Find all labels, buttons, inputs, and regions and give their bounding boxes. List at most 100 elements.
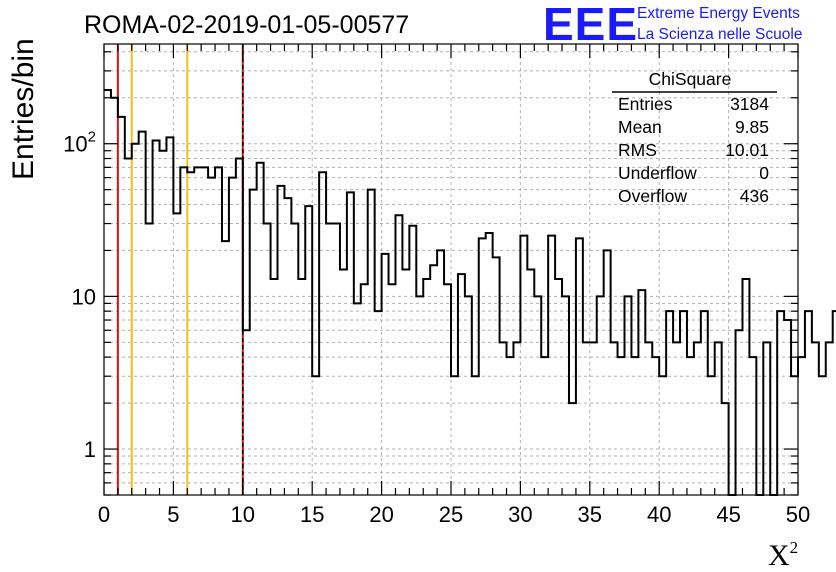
histogram-bin xyxy=(187,172,194,495)
x-axis-label-base: X xyxy=(768,539,790,572)
histogram-bin xyxy=(749,357,756,495)
histogram-bin xyxy=(423,279,430,495)
histogram-bin xyxy=(784,320,791,495)
histogram-bin xyxy=(625,296,632,495)
histogram-bin xyxy=(333,224,340,495)
y-tick-label: 1 xyxy=(84,437,96,462)
histogram-bin xyxy=(513,342,520,495)
histogram-bin xyxy=(389,284,396,495)
histogram-bin xyxy=(451,376,458,495)
chart-title: ROMA-02-2019-01-05-00577 xyxy=(84,11,409,39)
histogram-bin xyxy=(395,215,402,495)
histogram-bin xyxy=(638,290,645,495)
histogram-bin xyxy=(382,254,389,495)
histogram-bin xyxy=(236,159,243,495)
eee-logo: EEE Extreme Energy Events La Scienza nel… xyxy=(543,0,802,50)
x-tick-label: 50 xyxy=(786,502,810,527)
histogram-bin xyxy=(146,224,153,495)
histogram-bin xyxy=(673,342,680,495)
stats-box: ChiSquare Entries 3184 Mean 9.85 RMS 10.… xyxy=(612,69,777,206)
histogram-bin xyxy=(444,284,451,495)
histogram-bin xyxy=(590,342,597,495)
x-tick-label: 45 xyxy=(716,502,740,527)
histogram-bin xyxy=(458,274,465,495)
histogram-bin xyxy=(791,376,798,495)
x-tick-label: 5 xyxy=(167,502,179,527)
histogram-bin xyxy=(326,224,333,495)
stats-value-overflow: 436 xyxy=(740,186,769,206)
histogram-bin xyxy=(173,213,180,495)
histogram-bin xyxy=(736,330,743,495)
histogram-bin xyxy=(541,357,548,495)
stats-label-overflow: Overflow xyxy=(618,186,687,206)
histogram-bin xyxy=(645,342,652,495)
histogram-bin xyxy=(798,357,805,495)
stats-value-mean: 9.85 xyxy=(735,117,769,137)
histogram-bin xyxy=(291,224,298,495)
histogram-bin xyxy=(375,311,382,495)
histogram-bin xyxy=(125,159,132,495)
histogram-bin xyxy=(465,296,472,495)
histogram-bin xyxy=(611,342,618,495)
histogram-bin xyxy=(416,296,423,495)
histogram-bin xyxy=(507,357,514,495)
histogram-bin xyxy=(180,167,187,495)
histogram-bin xyxy=(215,167,222,495)
eee-logo-mark: EEE xyxy=(543,0,638,50)
histogram-bin xyxy=(194,167,201,495)
histogram-bin xyxy=(680,311,687,495)
histogram-bin xyxy=(257,163,264,495)
histogram-bin xyxy=(659,376,666,495)
histogram-bin xyxy=(652,357,659,495)
histogram-bin xyxy=(284,198,291,495)
histogram-bin xyxy=(409,226,416,495)
histogram-bin xyxy=(777,311,784,495)
stats-label-mean: Mean xyxy=(618,117,662,137)
histogram-bin xyxy=(819,376,826,495)
y-axis-label: Entries/bin xyxy=(7,38,40,180)
y-tick-label: 102 xyxy=(63,129,96,157)
histogram-bin xyxy=(305,206,312,495)
histogram-bin xyxy=(250,190,257,495)
y-tick-labels: 1 10 102 xyxy=(63,129,96,462)
stats-label-underflow: Underflow xyxy=(618,163,697,183)
axis-ticks xyxy=(103,44,799,496)
histogram-bin xyxy=(437,250,444,495)
histogram-bin xyxy=(264,224,271,495)
histogram-bin xyxy=(153,140,160,495)
histogram-bin xyxy=(618,357,625,495)
logo-line-2: La Scienza nelle Scuole xyxy=(637,26,802,43)
histogram-bin xyxy=(298,279,305,495)
x-tick-label: 30 xyxy=(508,502,532,527)
histogram-bin xyxy=(271,279,278,495)
histogram-bin xyxy=(347,192,354,495)
histogram-bin xyxy=(312,376,319,495)
histogram-bin xyxy=(576,238,583,495)
histogram-bin xyxy=(631,357,638,495)
histogram-bin xyxy=(694,342,701,495)
x-axis-label: X2 xyxy=(768,538,798,572)
histogram-bin xyxy=(715,342,722,495)
histogram-bin xyxy=(527,270,534,496)
histogram-bin xyxy=(222,241,229,495)
stats-label-entries: Entries xyxy=(618,94,673,114)
histogram-bin xyxy=(368,190,375,495)
histogram-bin xyxy=(763,342,770,495)
x-tick-label: 10 xyxy=(231,502,255,527)
histogram-bin xyxy=(604,250,611,495)
x-tick-label: 0 xyxy=(98,502,110,527)
histogram-bin xyxy=(805,311,812,495)
histogram-bin xyxy=(201,167,208,495)
histogram-bin xyxy=(826,342,833,495)
histogram-bin xyxy=(118,117,125,495)
histogram-bin xyxy=(243,330,250,495)
histogram-bin xyxy=(340,270,347,496)
histogram-bin xyxy=(583,342,590,495)
histogram-bin xyxy=(666,311,673,495)
logo-line-1: Extreme Energy Events xyxy=(637,5,800,22)
x-tick-label: 35 xyxy=(578,502,602,527)
histogram-bin xyxy=(402,270,409,496)
histogram-bin xyxy=(486,233,493,495)
